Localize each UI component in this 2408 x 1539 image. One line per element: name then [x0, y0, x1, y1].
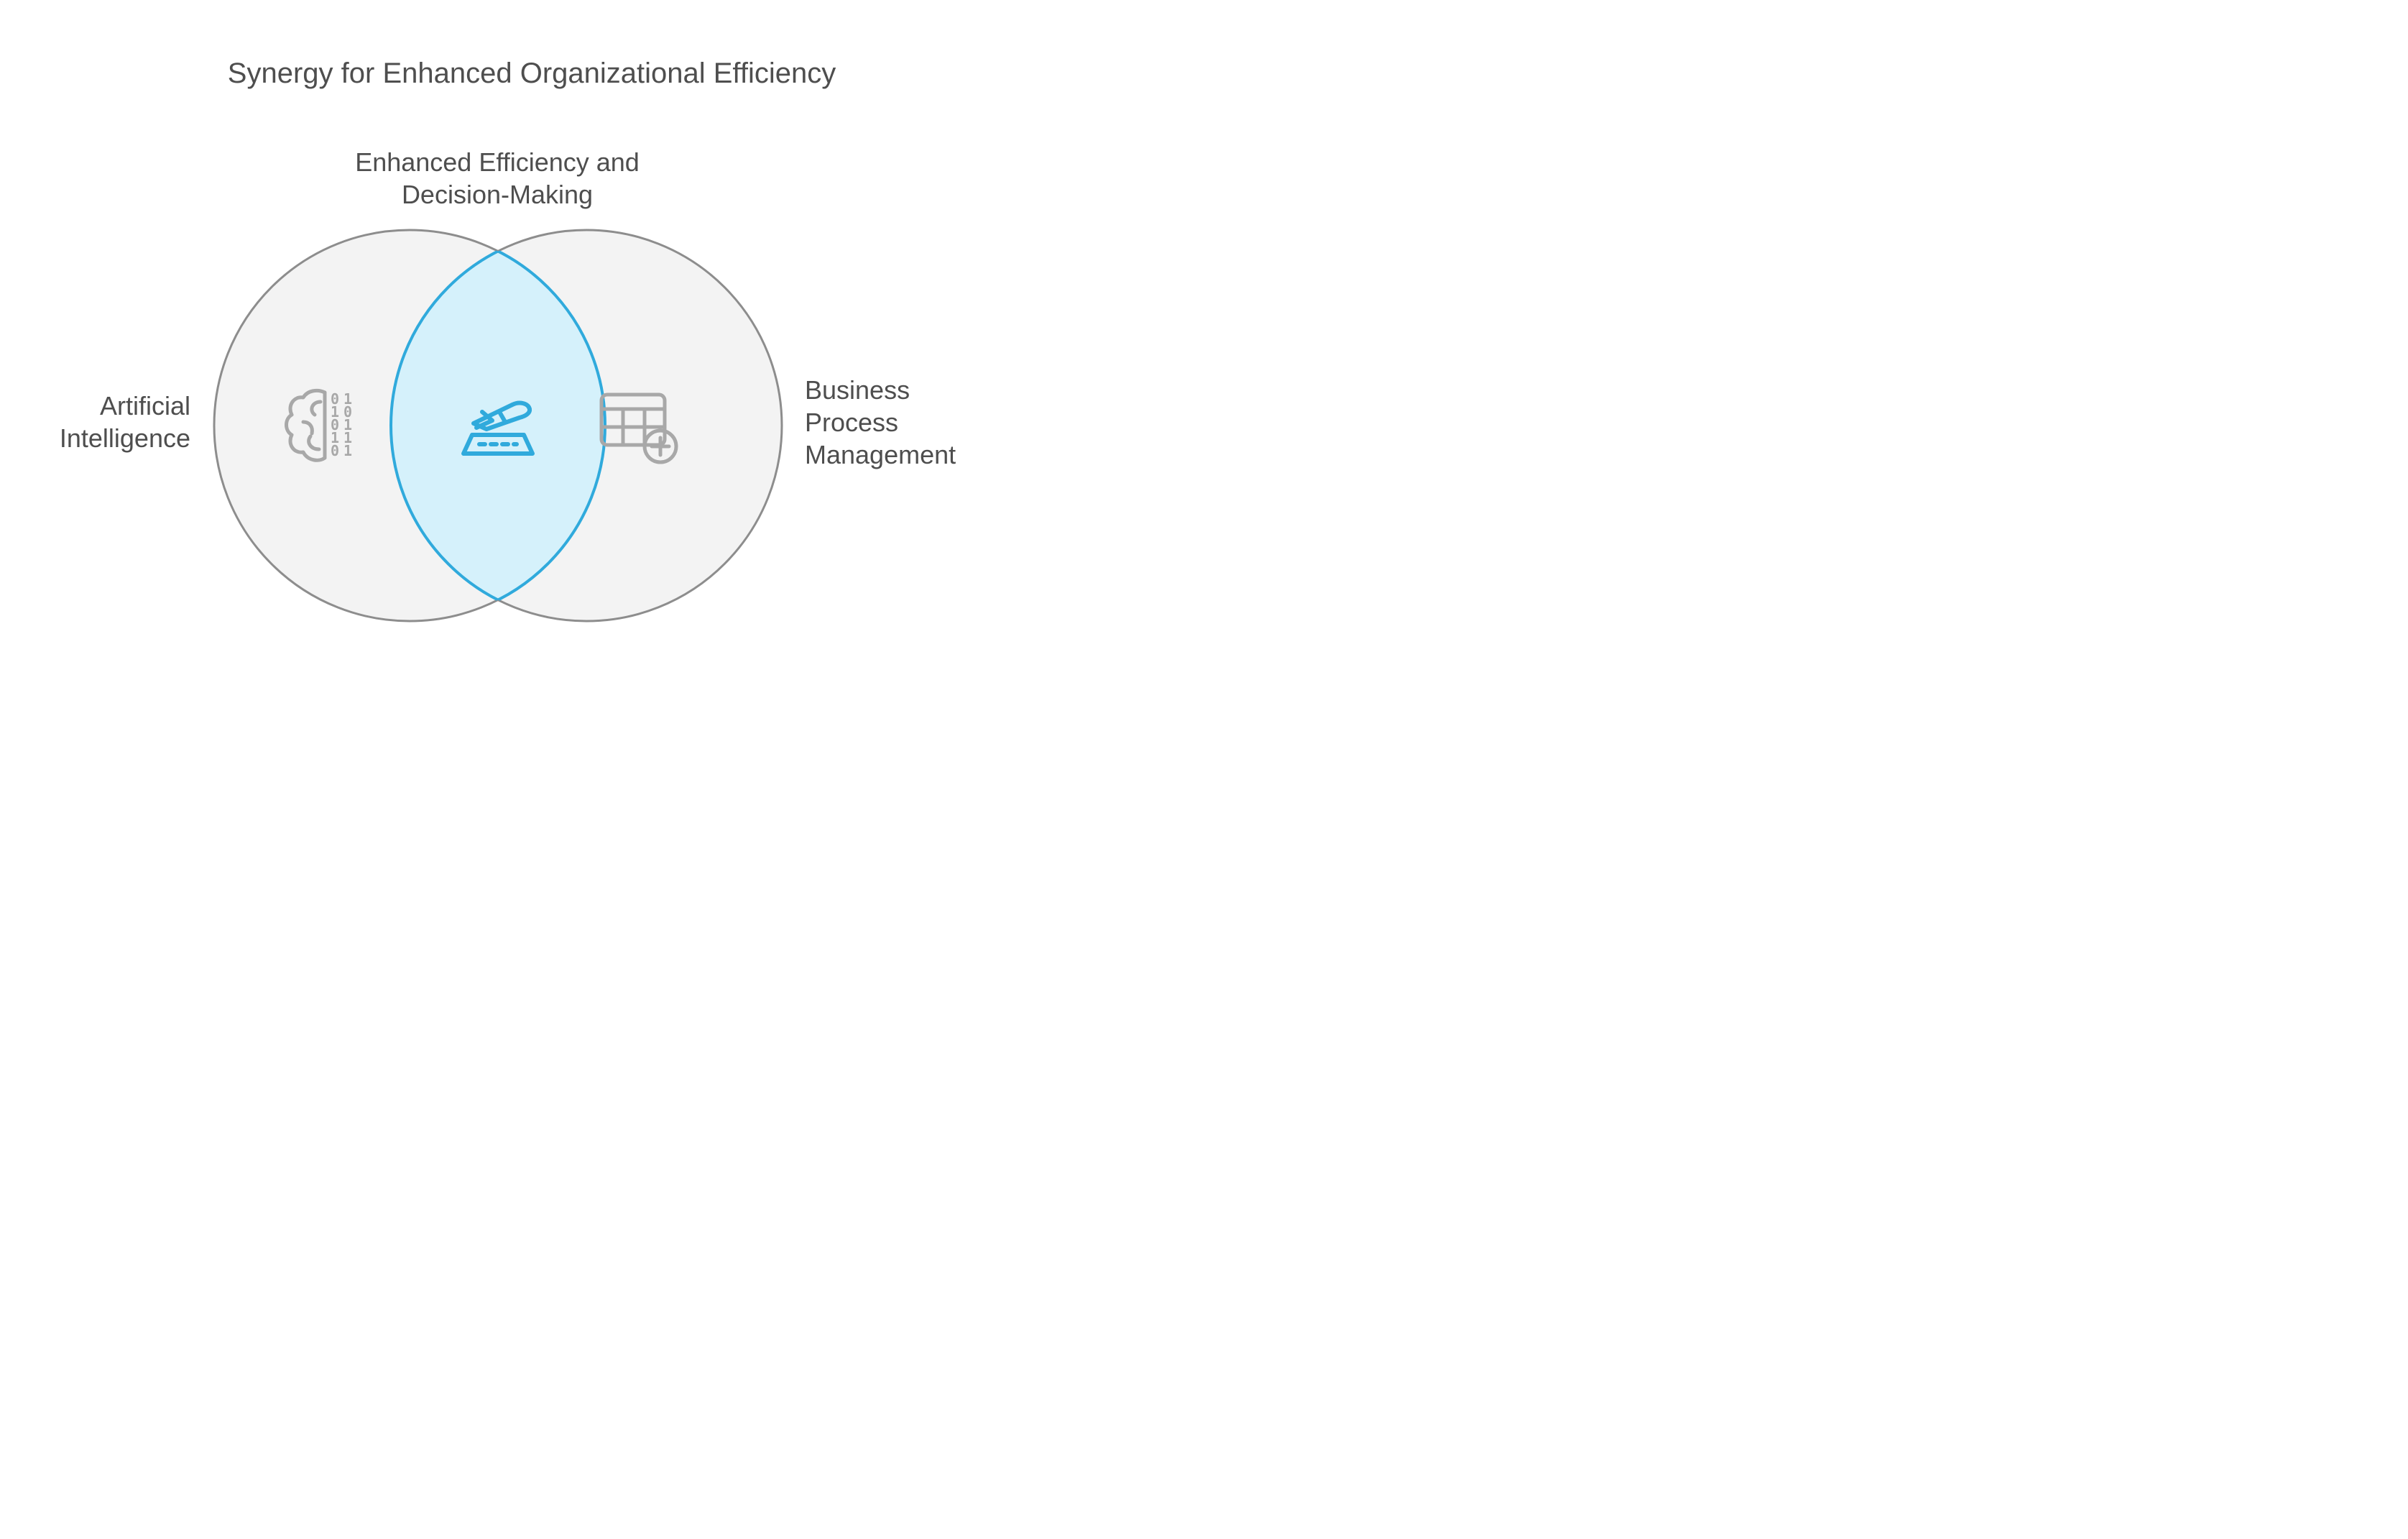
right-label: Business — [805, 375, 910, 405]
right-label: Process — [805, 408, 898, 437]
left-label: Artificial — [100, 391, 190, 421]
intersection-label: Decision-Making — [402, 180, 593, 209]
svg-text:1: 1 — [343, 442, 352, 459]
right-label: Management — [805, 440, 956, 469]
diagram-title: Synergy for Enhanced Organizational Effi… — [228, 58, 836, 89]
intersection-label: Enhanced Efficiency and — [355, 147, 640, 177]
left-label: Intelligence — [60, 423, 190, 453]
svg-text:0: 0 — [331, 442, 339, 459]
